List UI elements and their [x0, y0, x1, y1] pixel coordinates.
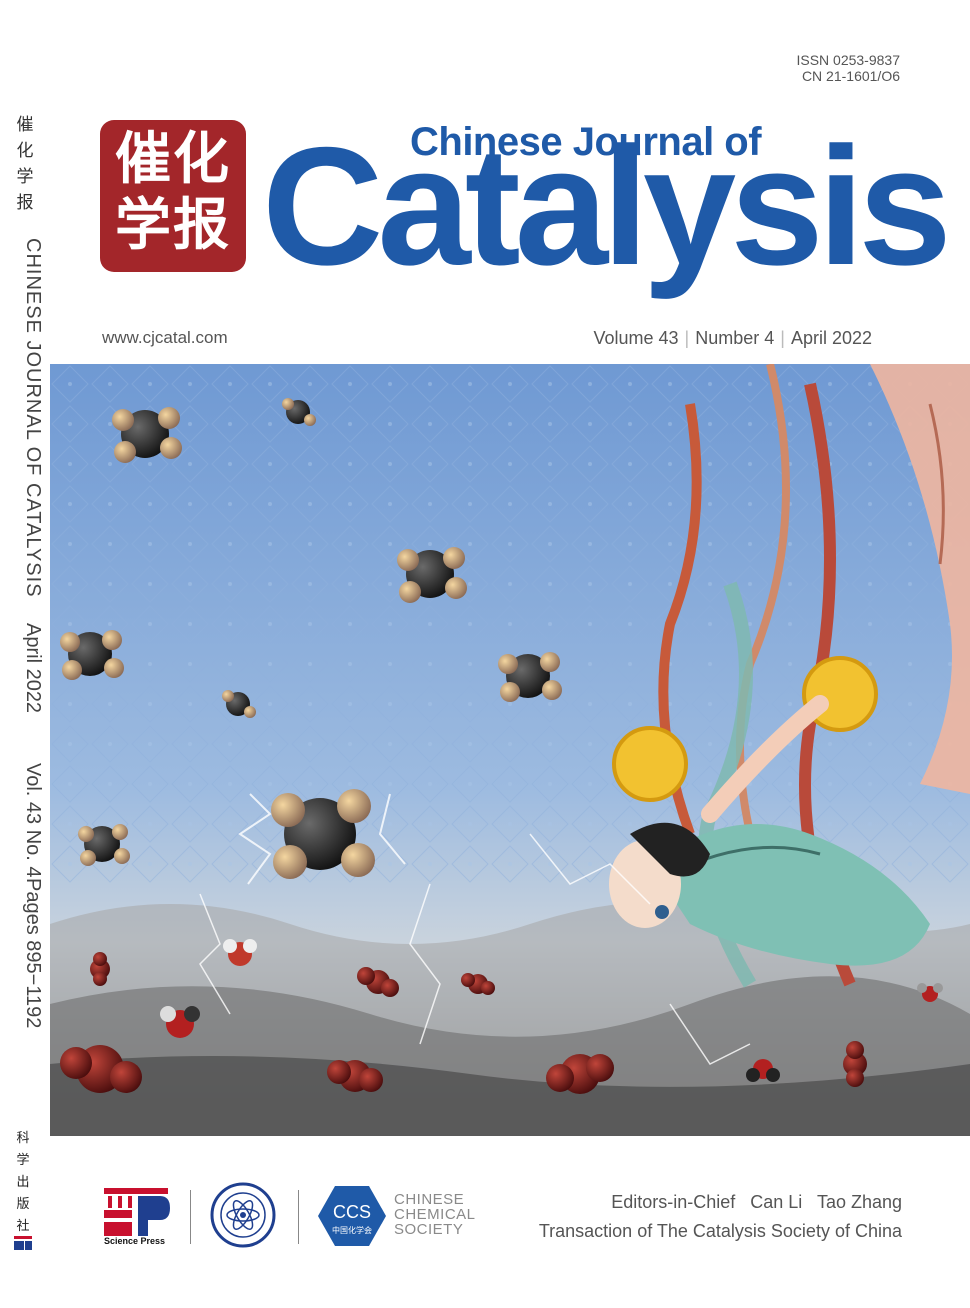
ccs-abbr: CCS [333, 1202, 371, 1222]
spine-chinese-title: 催 化 学 报 [16, 115, 34, 213]
molecule-group [60, 398, 943, 1094]
journal-title: Catalysis [262, 112, 952, 300]
spine-publisher: 科 学 出 版 社 [16, 1131, 30, 1234]
science-press-logo-icon [104, 1188, 170, 1236]
spine-volume-issue: Vol. 43 No. 4 [22, 763, 44, 878]
transaction-line: Transaction of The Catalysis Society of … [538, 1221, 902, 1241]
spine: CHINESE JOURNAL OF CATALYSIS April 2022 … [6, 238, 46, 1238]
spine-science-press-icon [14, 1236, 32, 1250]
spine-english-title: CHINESE JOURNAL OF CATALYSIS [22, 238, 44, 598]
number-label: Number 4 [695, 328, 775, 348]
editors-in-chief: Editors-in-Chief Can Li Tao Zhang [611, 1192, 902, 1212]
journal-url[interactable]: www.cjcatal.com [102, 328, 228, 347]
ccs-chinese-name: 中国化学会 [332, 1225, 372, 1235]
logo-divider [190, 1190, 191, 1244]
spine-pages: Pages 895−1192 [22, 878, 44, 1029]
journal-seal-logo: 催化 学报 [100, 120, 246, 272]
science-press-name: Science Press [104, 1236, 166, 1246]
volume-label: Volume 43 [593, 328, 679, 348]
cn-number: CN 21-1601/O6 [801, 68, 900, 84]
issue-info: Volume 43 | Number 4 | April 2022 [593, 328, 872, 348]
spine-date: April 2022 [22, 623, 44, 714]
cas-emblem-icon [210, 1182, 276, 1248]
issn-block: ISSN 0253-9837 CN 21-1601/O6 [700, 52, 900, 84]
journal-title-prefix: Chinese Journal of [410, 120, 762, 164]
ccs-logo-icon: CCS 中国化学会 [318, 1186, 386, 1246]
logo-divider [298, 1190, 299, 1244]
cover-illustration [50, 364, 970, 1136]
ccs-name: CHINESE CHEMICAL SOCIETY [394, 1191, 476, 1238]
date-label: April 2022 [790, 328, 872, 348]
seal-text: 催化 学报 [115, 126, 231, 258]
issn-number: ISSN 0253-9837 [796, 52, 900, 68]
